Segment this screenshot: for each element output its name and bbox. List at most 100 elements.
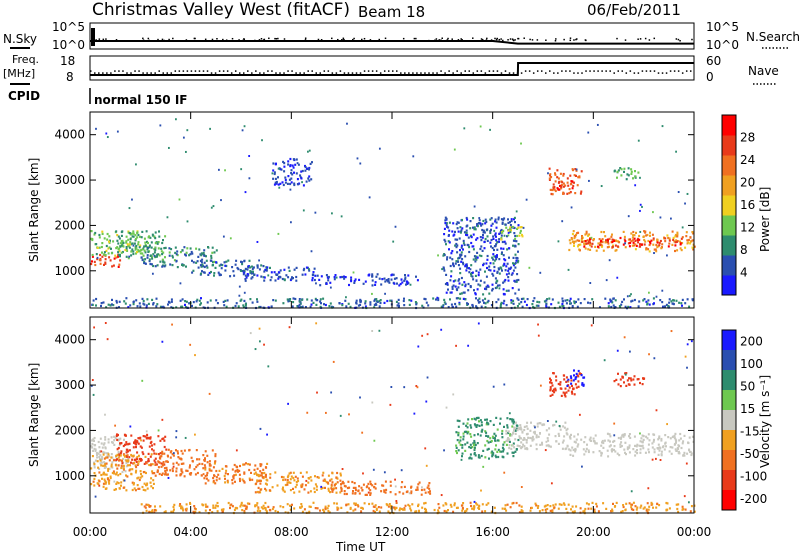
- nave-point: [396, 70, 398, 72]
- heatmap-cell: [200, 302, 202, 305]
- heatmap-cell: [605, 239, 607, 242]
- heatmap-cell: [139, 470, 142, 473]
- heatmap-cell: [472, 248, 475, 251]
- heatmap-cell: [103, 442, 106, 445]
- heatmap-cell: [160, 465, 163, 468]
- heatmap-cell: [668, 507, 671, 510]
- heatmap-cell: [374, 281, 377, 284]
- heatmap-cell: [463, 291, 466, 294]
- heatmap-cell: [104, 254, 107, 257]
- heatmap-cell: [495, 255, 497, 258]
- heatmap-cell: [102, 301, 105, 304]
- heatmap-cell: [240, 298, 243, 301]
- nsearch-point: [490, 39, 493, 41]
- heatmap-cell: [151, 257, 154, 260]
- heatmap-cell: [188, 254, 191, 257]
- heatmap-cell: [512, 431, 515, 434]
- heatmap-cell: [248, 463, 251, 466]
- heatmap-cell: [553, 506, 556, 509]
- heatmap-cell: [461, 444, 464, 447]
- heatmap-cell: [125, 454, 128, 457]
- nsearch-point: [511, 38, 514, 40]
- heatmap-cell: [222, 508, 225, 511]
- heatmap-cell: [403, 304, 406, 307]
- heatmap-cell: [681, 304, 683, 307]
- heatmap-cell: [504, 278, 507, 282]
- heatmap-cell: [462, 242, 465, 245]
- heatmap-cell: [213, 462, 216, 465]
- heatmap-cell: [102, 485, 105, 488]
- heatmap-cell: [224, 477, 226, 480]
- heatmap-cell: [293, 491, 296, 494]
- heatmap-cell: [312, 271, 315, 274]
- heatmap-cell: [505, 226, 508, 229]
- heatmap-cell: [636, 449, 638, 452]
- heatmap-cell: [115, 230, 118, 233]
- heatmap-cell: [155, 509, 158, 512]
- heatmap-cell: [146, 298, 149, 301]
- heatmap-cell: [642, 507, 645, 510]
- heatmap-cell: [537, 505, 540, 508]
- heatmap-cell: [495, 444, 497, 447]
- heatmap-cell: [243, 125, 246, 128]
- heatmap-cell: [460, 244, 463, 247]
- heatmap-cell: [125, 297, 128, 300]
- heatmap-cell: [489, 437, 492, 440]
- heatmap-cell: [118, 306, 120, 309]
- heatmap-cell: [653, 252, 655, 255]
- heatmap-cell: [501, 240, 504, 244]
- nsearch-point: [275, 40, 278, 42]
- heatmap-cell: [175, 306, 178, 309]
- heatmap-cell: [620, 303, 623, 306]
- heatmap-cell: [320, 485, 323, 488]
- heatmap-cell: [125, 246, 128, 249]
- heatmap-cell: [589, 242, 592, 245]
- heatmap-cell: [518, 445, 521, 448]
- heatmap-cell: [448, 221, 451, 224]
- heatmap-cell: [386, 504, 389, 507]
- heatmap-cell: [465, 269, 468, 272]
- heatmap-cell: [303, 508, 306, 511]
- heatmap-cell: [335, 487, 338, 490]
- heatmap-cell: [639, 451, 642, 454]
- heatmap-cell: [614, 244, 617, 247]
- heatmap-cell: [624, 441, 627, 444]
- heatmap-cell: [299, 471, 302, 474]
- heatmap-cell: [311, 161, 313, 164]
- nave-point: [170, 72, 173, 74]
- heatmap-cell: [148, 258, 151, 261]
- heatmap-cell: [488, 457, 490, 460]
- heatmap-cell: [168, 247, 171, 250]
- heatmap-cell: [652, 237, 655, 240]
- heatmap-cell: [525, 425, 528, 428]
- heatmap-cell: [359, 303, 362, 306]
- heatmap-cell: [453, 504, 456, 507]
- heatmap-cell: [145, 483, 148, 487]
- heatmap-cell: [611, 450, 613, 453]
- heatmap-cell: [639, 209, 641, 212]
- heatmap-cell: [580, 374, 583, 377]
- nave-point: [359, 72, 362, 74]
- heatmap-cell: [156, 253, 159, 256]
- heatmap-cell: [402, 492, 405, 495]
- heatmap-cell: [545, 440, 548, 443]
- heatmap-cell: [611, 448, 614, 451]
- heatmap-cell: [651, 442, 654, 445]
- nsearch-point: [95, 39, 97, 41]
- heatmap-cell: [158, 254, 161, 257]
- heatmap-cell: [357, 505, 360, 508]
- heatmap-cell: [165, 473, 168, 476]
- heatmap-cell: [488, 292, 491, 295]
- heatmap-cell: [624, 246, 627, 249]
- heatmap-cell: [690, 340, 693, 343]
- heatmap-cell: [567, 268, 570, 271]
- nave-point: [561, 70, 563, 72]
- heatmap-cell: [558, 305, 561, 308]
- heatmap-cell: [651, 458, 654, 461]
- heatmap-cell: [185, 503, 188, 506]
- heatmap-cell: [423, 488, 426, 491]
- heatmap-cell: [340, 483, 342, 486]
- power-colorbar-label: Power [dB]: [758, 187, 772, 252]
- heatmap-cell: [91, 442, 94, 446]
- heatmap-cell: [569, 191, 572, 194]
